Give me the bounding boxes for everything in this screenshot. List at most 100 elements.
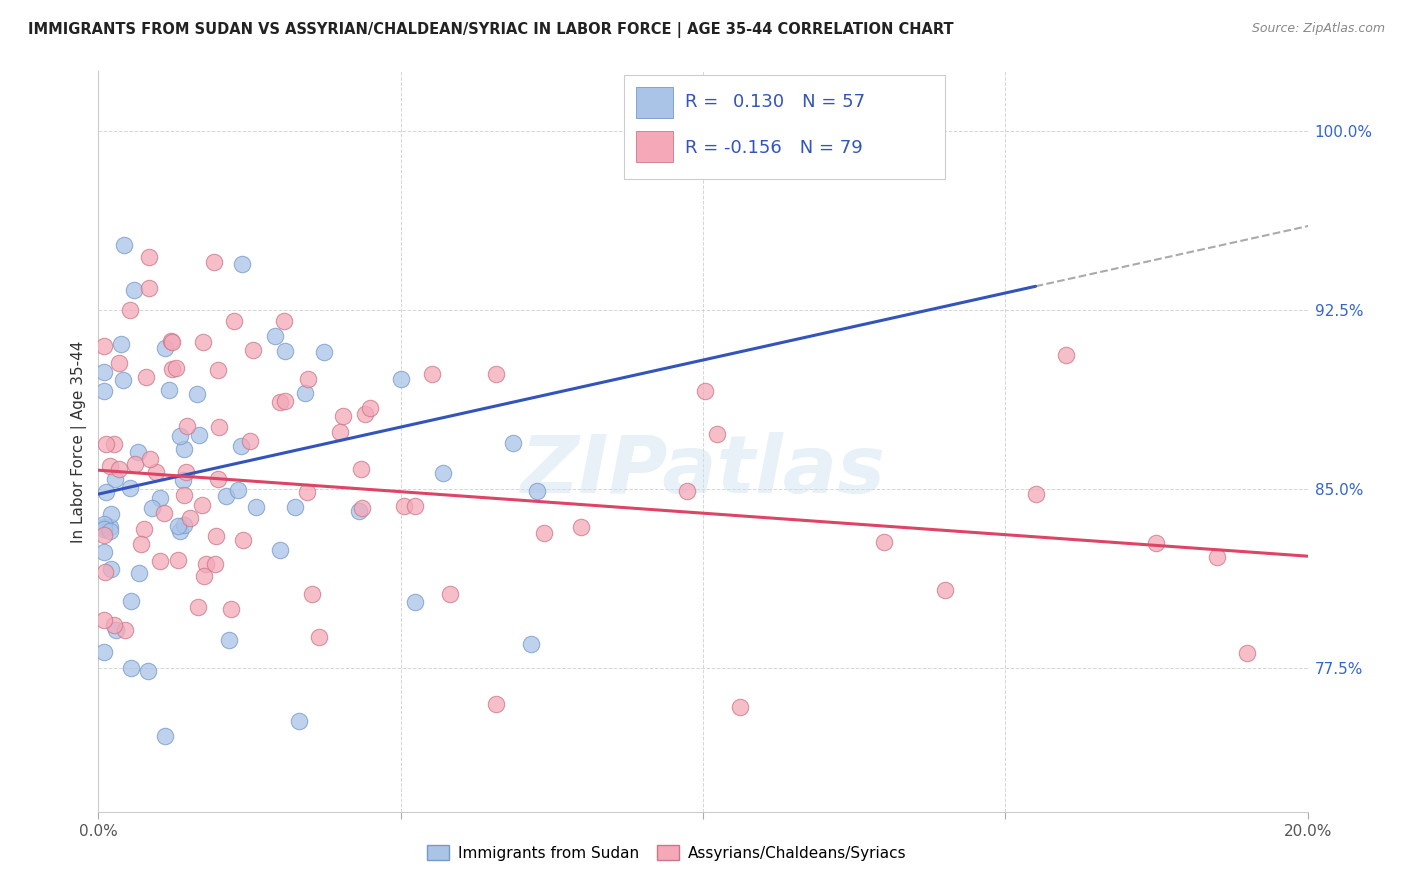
- Point: [149, 554, 172, 568]
- Point: [94, 484, 117, 499]
- Point: [138, 664, 160, 678]
- Point: [187, 428, 209, 442]
- Point: [162, 362, 184, 376]
- Point: [93, 544, 115, 558]
- Point: [179, 511, 201, 525]
- Point: [174, 465, 197, 479]
- Point: [314, 345, 336, 359]
- Point: [93, 519, 115, 533]
- Point: [352, 500, 374, 515]
- Point: [349, 504, 371, 518]
- Point: [124, 457, 146, 471]
- Point: [93, 516, 115, 531]
- Point: [269, 542, 291, 557]
- Point: [207, 472, 229, 486]
- Text: Source: ZipAtlas.com: Source: ZipAtlas.com: [1251, 22, 1385, 36]
- Point: [269, 395, 291, 409]
- Text: IMMIGRANTS FROM SUDAN VS ASSYRIAN/CHALDEAN/SYRIAC IN LABOR FORCE | AGE 35-44 COR: IMMIGRANTS FROM SUDAN VS ASSYRIAN/CHALDE…: [28, 22, 953, 38]
- Point: [207, 362, 229, 376]
- Point: [706, 427, 728, 442]
- Point: [93, 339, 115, 353]
- Point: [245, 500, 267, 514]
- Point: [273, 314, 295, 328]
- Point: [215, 489, 238, 503]
- Point: [120, 593, 142, 607]
- Point: [204, 557, 226, 571]
- Point: [127, 444, 149, 458]
- Point: [128, 566, 150, 580]
- Point: [195, 557, 218, 571]
- Point: [104, 472, 127, 486]
- Point: [202, 255, 225, 269]
- Point: [165, 360, 187, 375]
- Point: [141, 501, 163, 516]
- Point: [502, 436, 524, 450]
- Point: [432, 466, 454, 480]
- Point: [350, 462, 373, 476]
- Point: [98, 524, 121, 538]
- Point: [100, 507, 122, 521]
- Text: ZIPatlas: ZIPatlas: [520, 432, 886, 510]
- Point: [103, 618, 125, 632]
- Point: [138, 250, 160, 264]
- Point: [526, 483, 548, 498]
- Point: [191, 334, 214, 349]
- Point: [124, 284, 146, 298]
- Point: [274, 343, 297, 358]
- Point: [135, 370, 157, 384]
- Legend: Immigrants from Sudan, Assyrians/Chaldeans/Syriacs: Immigrants from Sudan, Assyrians/Chaldea…: [420, 839, 912, 867]
- Point: [485, 697, 508, 711]
- Point: [120, 302, 142, 317]
- Point: [193, 569, 215, 583]
- Point: [166, 552, 188, 566]
- Point: [404, 594, 426, 608]
- Point: [229, 439, 252, 453]
- Point: [176, 418, 198, 433]
- Point: [219, 601, 242, 615]
- Point: [108, 355, 131, 369]
- Point: [169, 524, 191, 538]
- Point: [110, 337, 132, 351]
- FancyBboxPatch shape: [624, 75, 945, 178]
- Point: [93, 613, 115, 627]
- Point: [394, 500, 416, 514]
- Point: [242, 343, 264, 358]
- Point: [934, 582, 956, 597]
- Point: [329, 425, 352, 439]
- Point: [153, 506, 176, 520]
- Point: [118, 481, 141, 495]
- Point: [172, 473, 194, 487]
- Point: [354, 407, 377, 421]
- Point: [173, 442, 195, 456]
- Point: [301, 587, 323, 601]
- Point: [224, 314, 246, 328]
- Point: [332, 409, 354, 423]
- Point: [173, 517, 195, 532]
- Point: [132, 522, 155, 536]
- Text: R = -0.156  N = 79: R = -0.156 N = 79: [685, 138, 863, 157]
- Point: [205, 528, 228, 542]
- Text: R =  0.130  N = 57: R = 0.130 N = 57: [685, 94, 865, 112]
- Point: [111, 373, 134, 387]
- Point: [93, 365, 115, 379]
- Point: [120, 660, 142, 674]
- Point: [94, 566, 117, 580]
- Point: [288, 714, 311, 728]
- Point: [728, 700, 751, 714]
- Point: [114, 624, 136, 638]
- Point: [145, 465, 167, 479]
- Point: [693, 384, 716, 399]
- Point: [187, 599, 209, 614]
- Point: [93, 523, 115, 537]
- FancyBboxPatch shape: [637, 87, 672, 118]
- Point: [676, 483, 699, 498]
- Point: [232, 533, 254, 548]
- Point: [93, 528, 115, 542]
- Point: [167, 519, 190, 533]
- Point: [274, 394, 297, 409]
- Point: [420, 367, 443, 381]
- Point: [93, 645, 115, 659]
- Point: [218, 632, 240, 647]
- Point: [1024, 487, 1046, 501]
- Point: [186, 386, 208, 401]
